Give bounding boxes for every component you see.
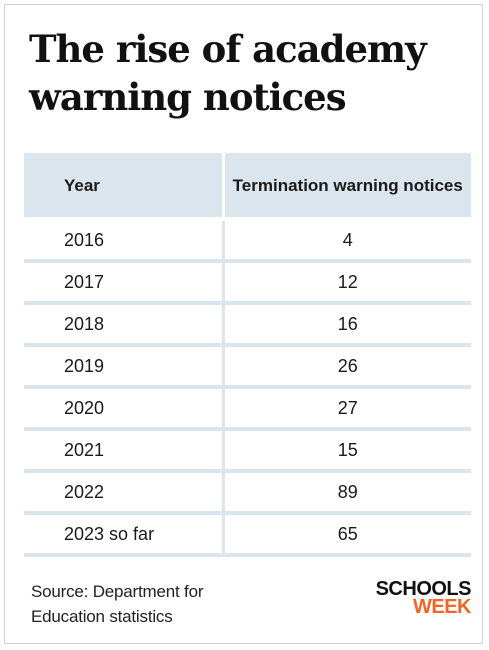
logo-text-schools: SCHOOLS [375, 578, 472, 600]
year-cell: 2022 [24, 471, 225, 515]
notices-cell: 4 [223, 217, 471, 263]
notices-cell: 27 [223, 387, 471, 431]
table-row: 2022 89 [24, 471, 471, 515]
year-cell: 2020 [24, 387, 225, 431]
table-row: 2020 27 [24, 387, 471, 431]
year-cell: 2023 so far [24, 513, 225, 557]
table-row: 2021 15 [24, 429, 471, 473]
table-row: 2017 12 [24, 261, 471, 305]
source-line-1: Source: Department for [31, 582, 204, 601]
table-body: 2016 4 2017 12 2018 16 2019 26 2020 27 [24, 217, 471, 557]
table-header-row: Year Termination warning notices [24, 153, 471, 219]
notices-cell: 89 [223, 471, 471, 515]
chart-title: The rise of academy warning notices [29, 27, 427, 119]
table-row: 2018 16 [24, 303, 471, 347]
source-note: Source: Department for Education statist… [31, 579, 271, 629]
notices-cell: 12 [223, 261, 471, 305]
chart-card: The rise of academy warning notices Year… [4, 4, 483, 644]
year-cell: 2017 [24, 261, 225, 305]
table-row: 2016 4 [24, 217, 471, 263]
table-row: 2023 so far 65 [24, 513, 471, 557]
notices-cell: 65 [223, 513, 471, 557]
notices-cell: 16 [223, 303, 471, 347]
source-line-2: Education statistics [31, 607, 173, 626]
notices-table: Year Termination warning notices 2016 4 … [24, 153, 471, 557]
schools-week-logo: SCHOOLS WEEK [351, 578, 472, 619]
column-header-notices: Termination warning notices [223, 153, 471, 219]
year-cell: 2019 [24, 345, 225, 389]
logo-text-week: WEEK [413, 596, 472, 618]
year-cell: 2016 [24, 217, 225, 263]
notices-cell: 15 [223, 429, 471, 473]
year-cell: 2018 [24, 303, 225, 347]
column-header-notices-text: Termination warning notices [232, 175, 463, 195]
column-header-year: Year [24, 153, 225, 219]
notices-cell: 26 [223, 345, 471, 389]
table-container: Year Termination warning notices 2016 4 … [24, 153, 471, 557]
year-cell: 2021 [24, 429, 225, 473]
table-row: 2019 26 [24, 345, 471, 389]
